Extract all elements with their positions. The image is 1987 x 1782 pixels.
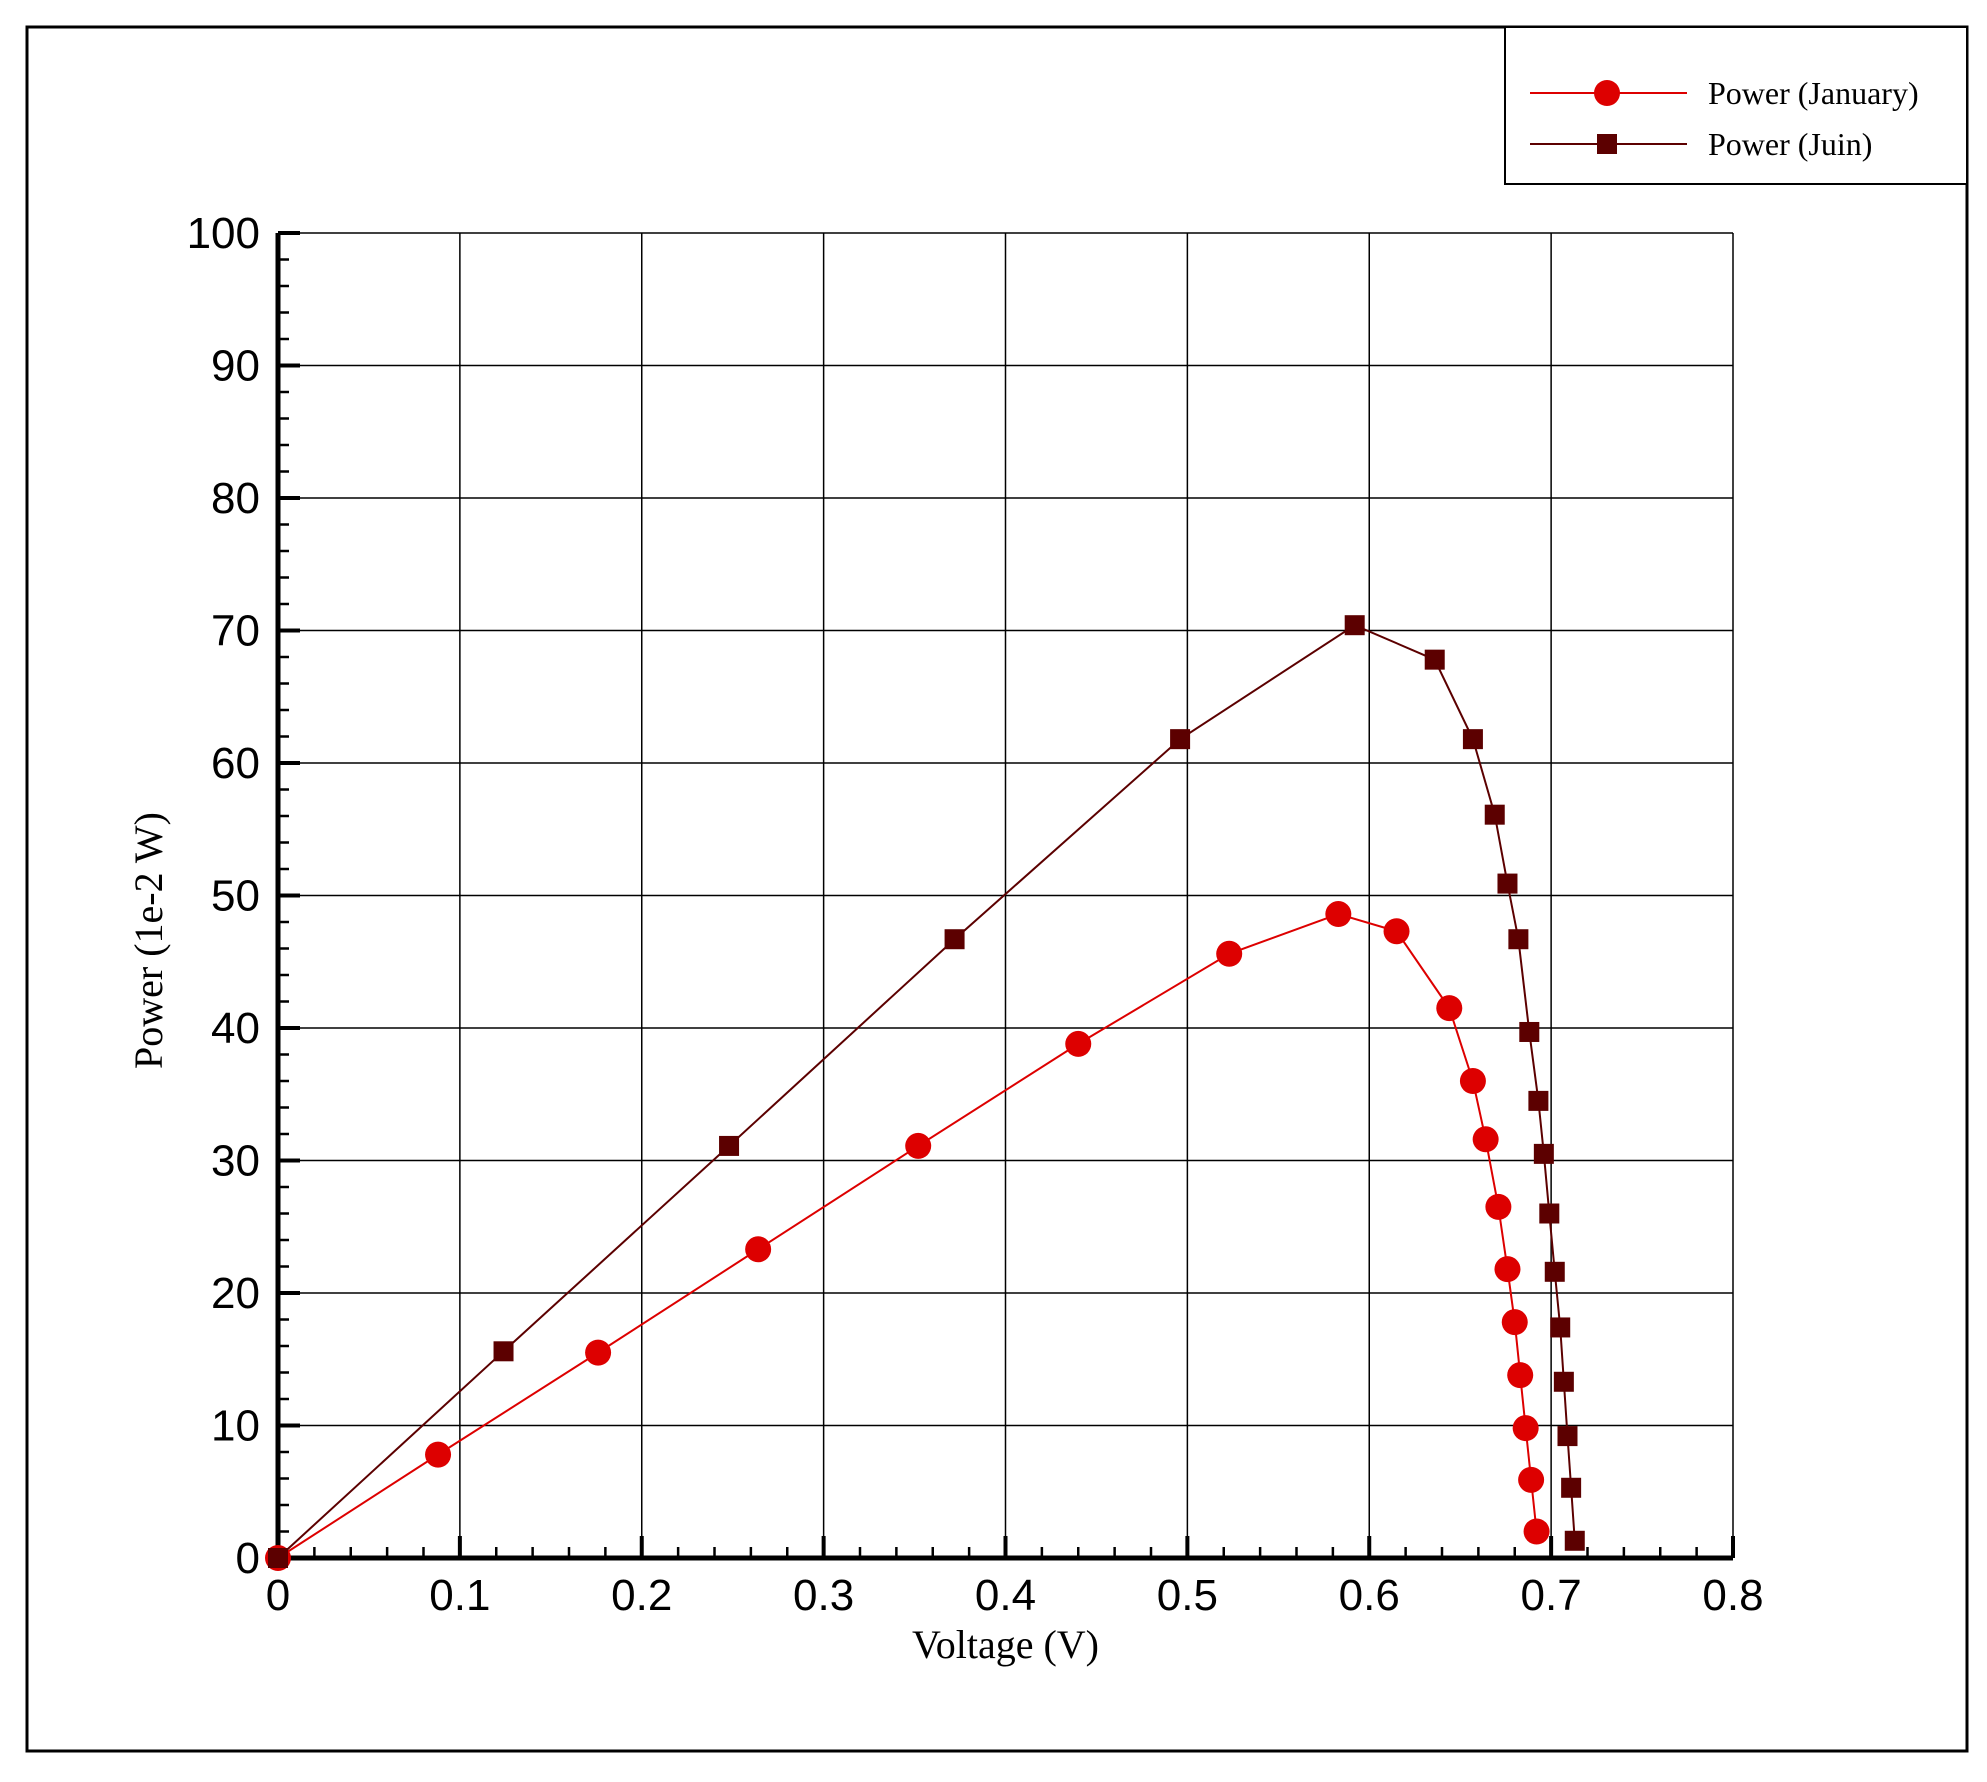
x-tick-label: 0 — [266, 1571, 290, 1620]
y-tick-label: 20 — [211, 1269, 260, 1318]
data-point-circle — [585, 1339, 612, 1366]
series-layer — [265, 615, 1585, 1571]
legend-marker-square — [1597, 134, 1617, 154]
data-point-square — [1561, 1477, 1582, 1498]
data-point-circle — [1507, 1362, 1534, 1389]
data-point-square — [493, 1341, 514, 1362]
data-point-circle — [1436, 995, 1463, 1022]
y-tick-label: 90 — [211, 342, 260, 391]
data-point-square — [1533, 1143, 1554, 1164]
data-point-square — [1544, 1261, 1565, 1282]
data-point-circle — [905, 1132, 932, 1159]
y-tick-label: 100 — [187, 209, 260, 258]
data-point-circle — [1065, 1030, 1092, 1057]
y-tick-label: 70 — [211, 607, 260, 656]
data-point-square — [1344, 615, 1365, 636]
x-tick-label: 0.1 — [429, 1571, 490, 1620]
data-point-circle — [1383, 918, 1410, 945]
x-tick-label: 0.8 — [1702, 1571, 1763, 1620]
data-point-circle — [1216, 940, 1243, 967]
x-tick-label: 0.5 — [1157, 1571, 1218, 1620]
legend: Power (January) Power (Juin) — [1504, 26, 1968, 185]
data-point-square — [268, 1548, 288, 1568]
data-point-square — [1553, 1371, 1574, 1392]
x-tick-label: 0.3 — [793, 1571, 854, 1620]
data-point-square — [1462, 729, 1483, 750]
data-point-square — [1539, 1203, 1560, 1224]
data-point-square — [1564, 1530, 1585, 1551]
axes: 0 0.1 0.2 0.3 0.4 0.5 0.6 0.7 0.8 0 10 20 30 40 50 60 70… — [187, 209, 1764, 1620]
y-tick-label: 60 — [211, 739, 260, 788]
data-point-square — [1497, 873, 1518, 894]
data-point-circle — [425, 1441, 452, 1468]
y-tick-label: 80 — [211, 474, 260, 523]
data-point-circle — [1518, 1466, 1545, 1493]
data-point-circle — [1501, 1309, 1528, 1336]
data-point-circle — [1459, 1068, 1486, 1094]
x-axis-title: Voltage (V) — [912, 1622, 1099, 1667]
outer-frame — [25, 25, 1969, 1753]
data-point-circle — [1472, 1126, 1499, 1153]
series-line-1 — [277, 624, 1576, 1559]
y-tick-label: 40 — [211, 1004, 260, 1053]
y-axis-title: Power (1e-2 W) — [126, 812, 171, 1069]
y-tick-label: 50 — [211, 872, 260, 921]
data-point-square — [719, 1135, 740, 1156]
legend-marker-circle — [1594, 80, 1620, 106]
data-point-circle — [1325, 901, 1352, 928]
legend-label: Power (January) — [1708, 75, 1919, 111]
data-point-square — [1484, 804, 1505, 825]
x-tick-label: 0.6 — [1339, 1571, 1400, 1620]
y-tick-label: 10 — [211, 1402, 260, 1451]
legend-label: Power (Juin) — [1708, 126, 1872, 162]
data-point-square — [1170, 729, 1191, 750]
data-point-square — [1528, 1090, 1549, 1111]
legend-box — [1504, 26, 1968, 185]
series-line-0 — [277, 912, 1538, 1559]
data-point-circle — [745, 1236, 772, 1263]
data-point-circle — [1494, 1256, 1521, 1283]
data-point-square — [1519, 1021, 1540, 1042]
x-tick-label: 0.4 — [975, 1571, 1036, 1620]
data-point-circle — [1512, 1415, 1539, 1442]
data-point-square — [1508, 929, 1529, 950]
data-point-square — [1550, 1317, 1571, 1338]
data-point-square — [944, 929, 965, 950]
data-point-square — [1424, 649, 1445, 670]
y-tick-label: 0 — [236, 1534, 260, 1583]
data-point-circle — [1485, 1193, 1512, 1220]
grid — [278, 232, 1734, 1558]
data-point-square — [1557, 1426, 1578, 1447]
x-tick-label: 0.2 — [611, 1571, 672, 1620]
y-tick-label: 30 — [211, 1137, 260, 1186]
data-point-circle — [1523, 1518, 1550, 1545]
x-tick-label: 0.7 — [1521, 1571, 1582, 1620]
